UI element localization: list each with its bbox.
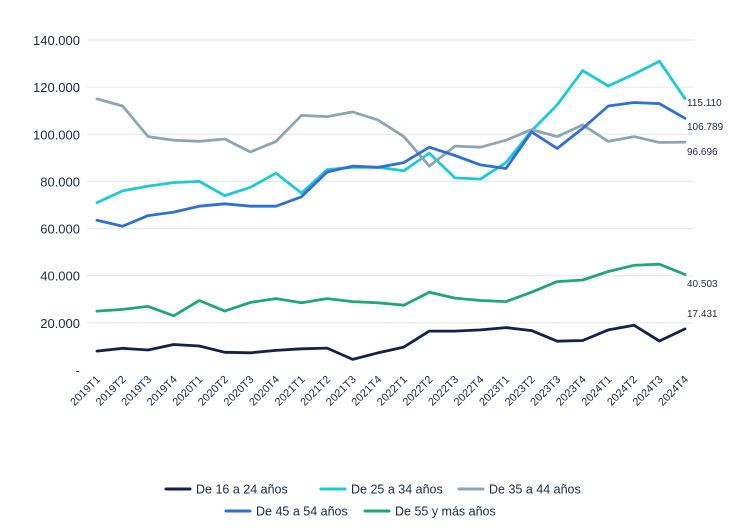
y-tick-label: 140.000 <box>33 33 80 48</box>
y-tick-label: 60.000 <box>40 222 80 237</box>
y-axis-ticks: - 20.000 40.000 60.000 80.000 100.000 120.000 1… <box>33 33 80 378</box>
series-line <box>95 262 687 318</box>
x-axis-ticks: 2019T12019T22019T32019T42020T12020T22020… <box>68 374 691 409</box>
data-label: 115.110 <box>687 98 722 109</box>
y-tick-label: 80.000 <box>40 174 80 189</box>
y-tick-label: 120.000 <box>33 80 80 95</box>
series-line <box>95 101 687 228</box>
legend-entry: De 45 a 54 años <box>256 505 348 519</box>
data-label: 106.789 <box>687 122 724 133</box>
series-line <box>95 97 687 168</box>
legend: De 16 a 24 años De 25 a 34 años De 35 a 44… <box>164 483 581 519</box>
data-labels: 17.431 115.110 96.696 106.789 40.503 <box>687 98 724 320</box>
legend-entry: De 16 a 24 años <box>196 483 288 497</box>
data-label: 17.431 <box>687 309 718 320</box>
data-label: 96.696 <box>687 147 718 158</box>
legend-entry: De 55 y más años <box>395 505 496 519</box>
data-label: 40.503 <box>687 279 718 290</box>
series-line <box>95 323 687 361</box>
series-line <box>95 59 687 205</box>
y-tick-label: - <box>76 363 80 378</box>
y-tick-label: 20.000 <box>40 316 80 331</box>
y-tick-label: 100.000 <box>33 127 80 142</box>
series-lines <box>95 59 687 361</box>
legend-entry: De 25 a 34 años <box>351 483 443 497</box>
y-tick-label: 40.000 <box>40 269 80 284</box>
legend-entry: De 35 a 44 años <box>489 483 581 497</box>
